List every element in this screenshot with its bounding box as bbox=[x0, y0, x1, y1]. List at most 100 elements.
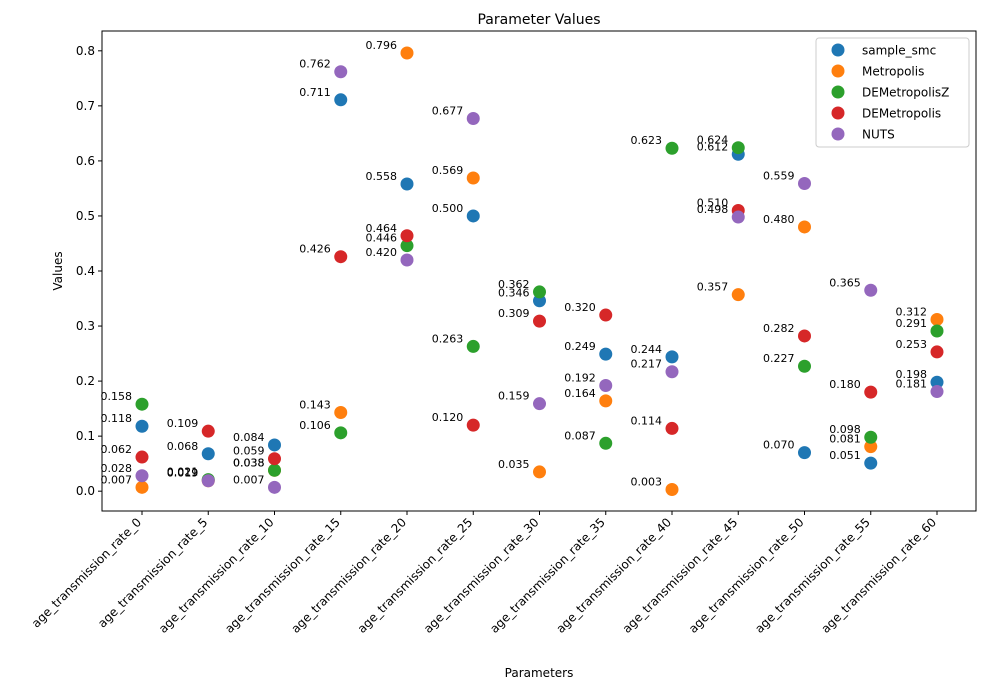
data-point bbox=[334, 426, 348, 440]
data-label: 0.180 bbox=[829, 378, 861, 391]
data-label: 0.500 bbox=[432, 202, 464, 215]
data-label: 0.309 bbox=[498, 307, 530, 320]
data-label: 0.019 bbox=[167, 467, 199, 480]
data-point bbox=[466, 339, 480, 353]
data-point bbox=[864, 385, 878, 399]
legend-marker bbox=[831, 85, 845, 99]
data-label: 0.510 bbox=[697, 196, 729, 209]
y-tick-label: 0.5 bbox=[76, 209, 95, 223]
data-point bbox=[665, 141, 679, 155]
x-tick-label: age_transmission_rate_50 bbox=[686, 515, 807, 636]
y-tick-label: 0.8 bbox=[76, 44, 95, 58]
data-point bbox=[135, 419, 149, 433]
data-label: 0.068 bbox=[167, 440, 199, 453]
data-label: 0.098 bbox=[829, 423, 861, 436]
x-tick-label: age_transmission_rate_35 bbox=[487, 515, 608, 636]
legend-marker bbox=[831, 106, 845, 120]
data-label: 0.109 bbox=[167, 417, 199, 430]
x-tick-label: age_transmission_rate_0 bbox=[29, 515, 144, 630]
legend-entry: sample_smc bbox=[862, 44, 936, 58]
data-label: 0.291 bbox=[896, 317, 928, 330]
data-label: 0.796 bbox=[366, 39, 398, 52]
data-label: 0.059 bbox=[233, 445, 265, 458]
y-axis-label: Values bbox=[51, 251, 65, 290]
x-tick-label: age_transmission_rate_25 bbox=[355, 515, 476, 636]
data-point bbox=[135, 397, 149, 411]
data-point bbox=[268, 438, 281, 452]
data-point bbox=[201, 447, 215, 461]
data-point bbox=[334, 65, 348, 79]
data-label: 0.217 bbox=[631, 358, 663, 371]
data-label: 0.192 bbox=[564, 371, 596, 384]
data-point bbox=[533, 465, 546, 479]
y-tick-label: 0.7 bbox=[76, 99, 95, 113]
data-point bbox=[930, 375, 944, 389]
x-tick-label: age_transmission_rate_10 bbox=[156, 515, 277, 636]
x-tick-label: age_transmission_rate_60 bbox=[818, 515, 939, 636]
data-labels: 0.118 0.068 0.084 0.711 0.558 0.500 0.346 0.249… bbox=[101, 39, 928, 489]
data-label: 0.362 bbox=[498, 278, 530, 291]
legend-box bbox=[815, 37, 970, 148]
data-point bbox=[731, 288, 745, 302]
legend-entry: NUTS bbox=[862, 128, 895, 142]
data-point bbox=[268, 452, 281, 466]
data-label: 0.426 bbox=[299, 243, 331, 256]
data-label: 0.003 bbox=[631, 476, 663, 489]
data-point bbox=[798, 220, 811, 234]
data-point bbox=[864, 440, 878, 454]
x-tick-label: age_transmission_rate_15 bbox=[222, 515, 343, 636]
data-label: 0.070 bbox=[763, 439, 795, 452]
data-point bbox=[599, 308, 613, 322]
data-label: 0.051 bbox=[829, 449, 861, 462]
x-tick-label: age_transmission_rate_20 bbox=[288, 515, 409, 636]
data-label: 0.365 bbox=[829, 276, 861, 289]
data-label: 0.019 bbox=[167, 467, 199, 480]
data-label: 0.498 bbox=[697, 203, 729, 216]
legend: sample_smc Metropolis DEMetropolisZ DEMetro… bbox=[815, 37, 970, 148]
data-point bbox=[798, 446, 811, 460]
data-label: 0.038 bbox=[233, 456, 265, 469]
y-tick-label: 0.3 bbox=[76, 319, 95, 333]
data-point bbox=[334, 405, 348, 419]
data-label: 0.158 bbox=[101, 390, 133, 403]
data-point bbox=[135, 450, 149, 464]
legend-entry: DEMetropolis bbox=[862, 107, 941, 121]
data-point bbox=[864, 430, 878, 444]
data-label: 0.118 bbox=[101, 412, 133, 425]
data-label: 0.464 bbox=[366, 222, 398, 235]
data-label: 0.035 bbox=[498, 458, 530, 471]
data-label: 0.198 bbox=[896, 368, 928, 381]
chart-title: Parameter Values bbox=[477, 12, 600, 28]
data-label: 0.623 bbox=[631, 134, 663, 147]
y-tick-label: 0.1 bbox=[76, 429, 95, 443]
data-point bbox=[400, 46, 414, 60]
x-tick-label: age_transmission_rate_40 bbox=[553, 515, 674, 636]
x-tick-label: age_transmission_rate_5 bbox=[95, 515, 210, 630]
data-label: 0.312 bbox=[896, 305, 928, 318]
data-point bbox=[930, 385, 944, 399]
data-point bbox=[533, 285, 546, 299]
data-label: 0.624 bbox=[697, 134, 729, 147]
data-point bbox=[334, 250, 348, 264]
data-point bbox=[268, 480, 281, 494]
data-point bbox=[665, 483, 679, 497]
data-point bbox=[930, 324, 944, 338]
data-label: 0.762 bbox=[299, 58, 331, 71]
legend-marker bbox=[831, 64, 845, 78]
data-label: 0.062 bbox=[101, 443, 133, 456]
data-label: 0.446 bbox=[366, 232, 398, 245]
data-point bbox=[864, 283, 878, 297]
data-label: 0.181 bbox=[896, 378, 928, 391]
x-tick-label: age_transmission_rate_55 bbox=[752, 515, 873, 636]
data-label: 0.038 bbox=[233, 456, 265, 469]
data-point bbox=[665, 365, 679, 379]
data-label: 0.106 bbox=[299, 419, 331, 432]
x-tick-label: age_transmission_rate_45 bbox=[620, 515, 741, 636]
data-point bbox=[930, 312, 944, 326]
data-label: 0.282 bbox=[763, 322, 795, 335]
data-point bbox=[268, 463, 281, 477]
y-axis: 0.0 0.1 0.2 0.3 0.4 0.5 0.6 0.7 0.8 bbox=[76, 44, 102, 498]
data-label: 0.346 bbox=[498, 287, 530, 300]
data-point bbox=[400, 239, 414, 253]
data-label: 0.114 bbox=[631, 414, 663, 427]
